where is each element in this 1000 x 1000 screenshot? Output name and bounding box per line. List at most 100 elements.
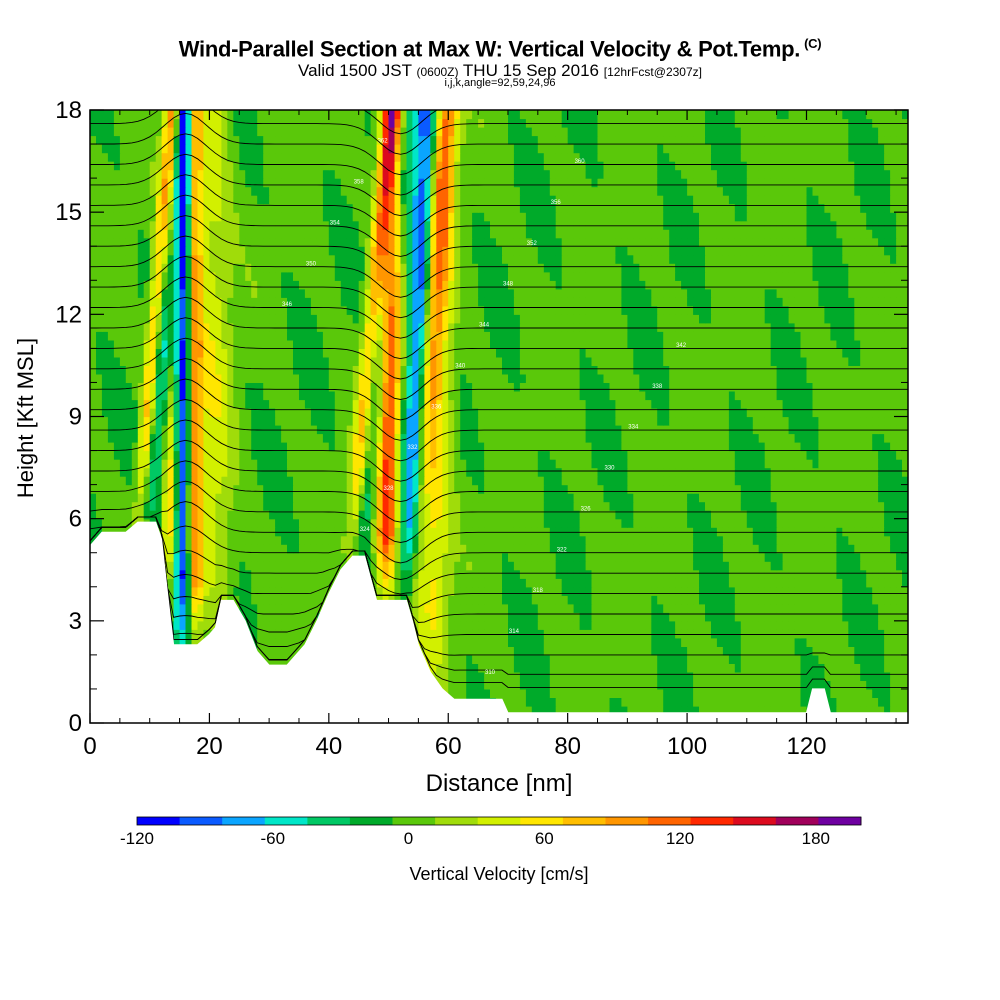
- velocity-cell: [442, 637, 449, 647]
- velocity-cell: [537, 688, 545, 698]
- velocity-cell: [525, 518, 533, 528]
- velocity-cell: [609, 501, 617, 511]
- velocity-cell: [645, 493, 652, 503]
- velocity-cell: [543, 569, 551, 579]
- velocity-cell: [890, 603, 897, 613]
- velocity-cell: [537, 629, 545, 639]
- velocity-cell: [812, 484, 820, 494]
- velocity-cell: [728, 654, 736, 664]
- velocity-cell: [711, 595, 718, 605]
- velocity-cell: [143, 442, 151, 452]
- velocity-cell: [645, 510, 652, 520]
- velocity-cell: [788, 629, 796, 639]
- velocity-cell: [239, 544, 246, 554]
- velocity-cell: [890, 688, 897, 698]
- velocity-cell: [639, 467, 646, 477]
- velocity-cell: [203, 484, 210, 494]
- velocity-cell: [555, 595, 563, 605]
- velocity-cell: [537, 510, 545, 520]
- velocity-cell: [824, 663, 831, 673]
- velocity-cell: [513, 654, 521, 664]
- velocity-cell: [263, 467, 270, 477]
- velocity-cell: [687, 425, 694, 435]
- velocity-cell: [197, 518, 205, 528]
- velocity-cell: [848, 527, 855, 537]
- velocity-cell: [537, 706, 545, 716]
- velocity-cell: [525, 527, 533, 537]
- velocity-cell: [119, 527, 127, 537]
- velocity-cell: [794, 442, 802, 452]
- velocity-cell: [125, 416, 133, 426]
- velocity-cell: [782, 595, 790, 605]
- velocity-cell: [185, 586, 193, 596]
- velocity-cell: [531, 552, 539, 562]
- velocity-cell: [209, 552, 216, 562]
- velocity-cell: [770, 688, 778, 698]
- velocity-cell: [842, 578, 849, 588]
- velocity-cell: [585, 535, 593, 545]
- velocity-cell: [675, 459, 682, 469]
- velocity-cell: [609, 535, 617, 545]
- velocity-cell: [537, 425, 545, 435]
- velocity-cell: [394, 416, 402, 426]
- velocity-cell: [752, 578, 760, 588]
- velocity-cell: [639, 646, 646, 656]
- velocity-cell: [633, 459, 640, 469]
- velocity-cell: [746, 595, 754, 605]
- velocity-cell: [830, 484, 837, 494]
- velocity-cell: [310, 612, 318, 622]
- velocity-cell: [531, 578, 539, 588]
- velocity-cell: [836, 688, 843, 698]
- velocity-cell: [304, 442, 312, 452]
- velocity-cell: [609, 510, 617, 520]
- velocity-cell: [728, 637, 736, 647]
- velocity-cell: [221, 450, 228, 460]
- velocity-cell: [191, 527, 199, 537]
- velocity-cell: [430, 510, 437, 520]
- velocity-cell: [478, 612, 485, 622]
- velocity-cell: [615, 493, 622, 503]
- velocity-cell: [179, 603, 187, 613]
- velocity-cell: [669, 425, 676, 435]
- velocity-cell: [478, 671, 485, 681]
- velocity-cell: [299, 501, 306, 511]
- velocity-cell: [442, 459, 449, 469]
- velocity-cell: [263, 493, 270, 503]
- velocity-cell: [818, 654, 825, 664]
- velocity-cell: [878, 680, 885, 690]
- velocity-cell: [657, 671, 664, 681]
- velocity-cell: [496, 688, 503, 698]
- velocity-cell: [866, 552, 873, 562]
- velocity-cell: [525, 620, 533, 630]
- velocity-cell: [800, 697, 808, 707]
- velocity-cell: [191, 637, 199, 647]
- velocity-cell: [197, 612, 205, 622]
- velocity-cell: [627, 510, 634, 520]
- velocity-cell: [346, 467, 354, 477]
- velocity-cell: [179, 416, 187, 426]
- velocity-cell: [90, 518, 97, 528]
- velocity-cell: [513, 535, 521, 545]
- velocity-cell: [567, 671, 575, 681]
- velocity-cell: [788, 646, 796, 656]
- velocity-cell: [281, 535, 288, 545]
- velocity-cell: [639, 544, 646, 554]
- velocity-cell: [221, 433, 228, 443]
- velocity-cell: [848, 552, 855, 562]
- velocity-cell: [770, 561, 778, 571]
- velocity-cell: [854, 603, 861, 613]
- velocity-cell: [842, 467, 849, 477]
- velocity-cell: [657, 535, 664, 545]
- velocity-cell: [812, 544, 820, 554]
- velocity-cell: [316, 578, 324, 588]
- velocity-cell: [400, 493, 408, 503]
- velocity-cell: [878, 646, 885, 656]
- velocity-cell: [746, 663, 754, 673]
- velocity-cell: [531, 612, 539, 622]
- velocity-cell: [537, 493, 545, 503]
- velocity-cell: [328, 527, 336, 537]
- velocity-cell: [794, 629, 802, 639]
- velocity-cell: [800, 561, 808, 571]
- velocity-cell: [304, 408, 312, 418]
- velocity-cell: [561, 595, 569, 605]
